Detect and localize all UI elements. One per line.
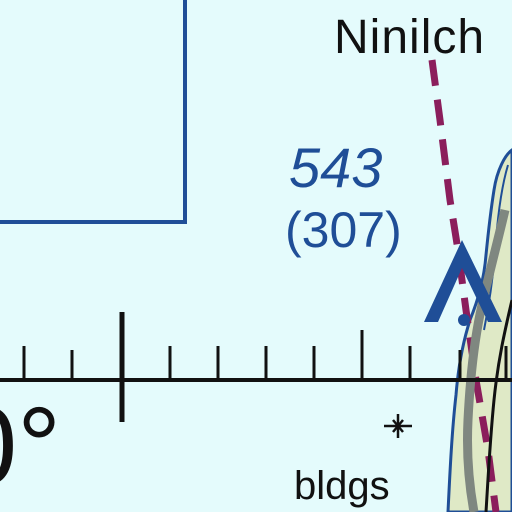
airport-caret-icon (424, 240, 502, 326)
place-name-label: Ninilch (334, 11, 486, 64)
building-landmark-icon (384, 414, 412, 438)
graticule-ticks (22, 312, 508, 422)
building-label: bldgs (294, 464, 390, 508)
airport-elevation-agl-label: (307) (285, 202, 402, 258)
boundary-dashed-line (428, 59, 500, 512)
graticule-degree-label: 0° (0, 385, 62, 508)
road-line (462, 208, 510, 512)
airport-elevation-label: 543 (289, 136, 383, 199)
airspace-boundary-box (0, 0, 187, 224)
secondary-road (484, 299, 512, 512)
